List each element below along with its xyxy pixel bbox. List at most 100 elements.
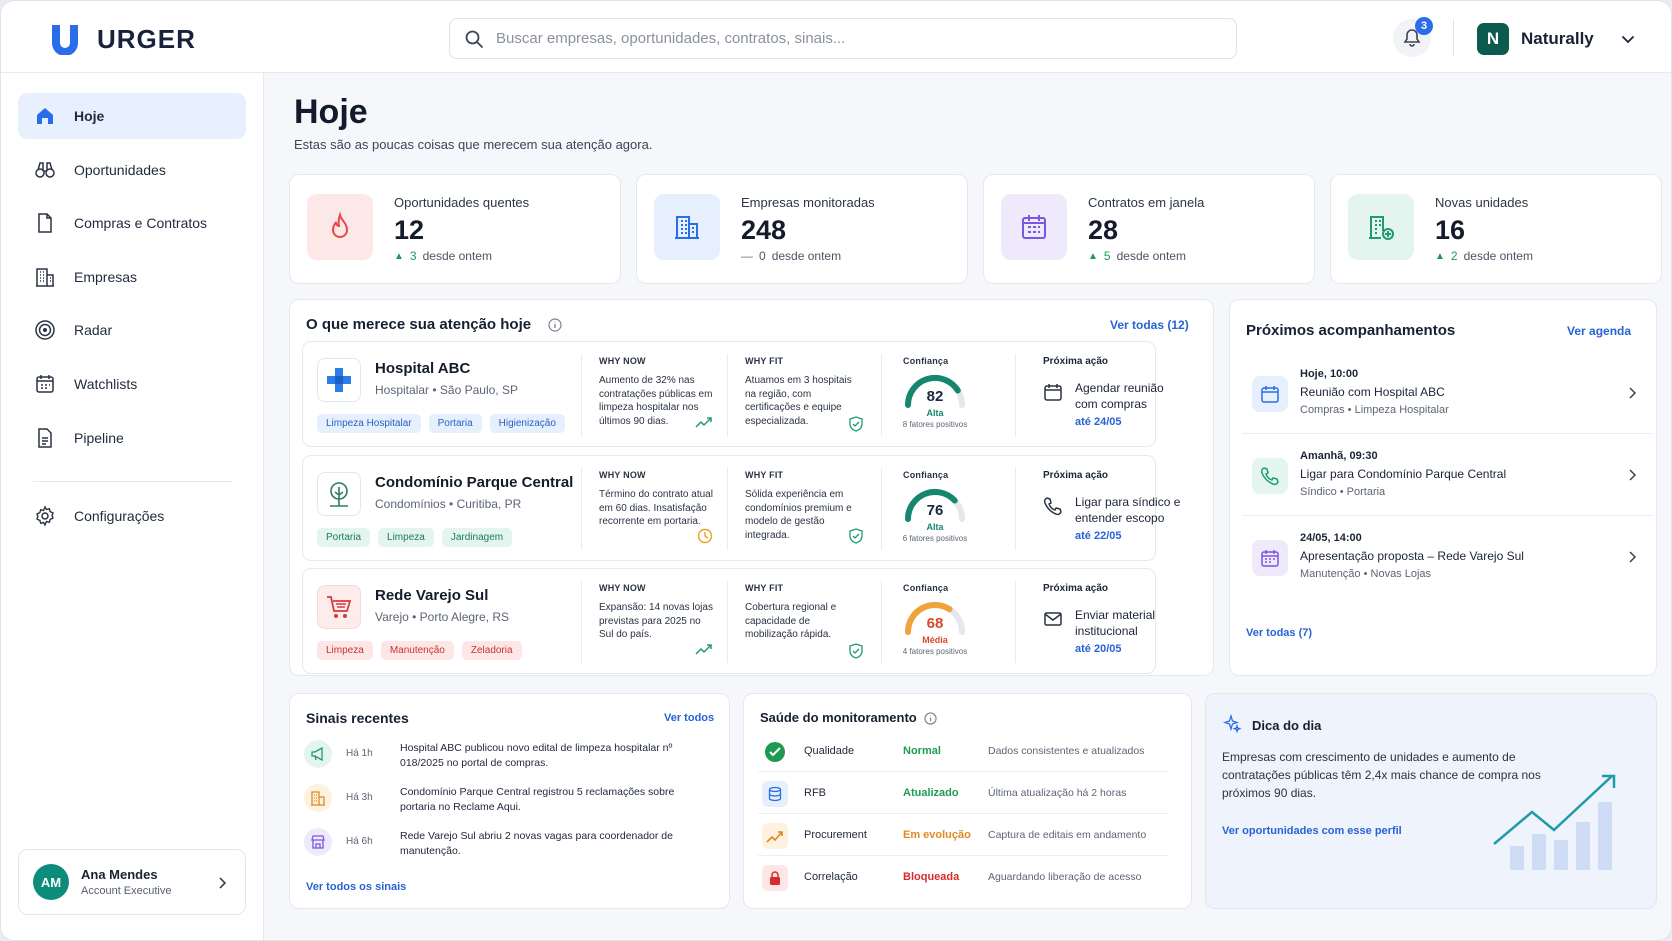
view-all-signals-link[interactable]: Ver todos [664, 712, 715, 724]
trend-up-icon: ▲ [1435, 250, 1445, 262]
confidence-factors: 6 fatores positivos [902, 534, 968, 543]
column-divider [1015, 354, 1016, 436]
signal-item[interactable]: Há 1h Hospital ABC publicou novo edital … [304, 738, 694, 778]
column-divider [581, 468, 582, 550]
signals-title: Sinais recentes [306, 710, 409, 726]
attention-row-rede-varejo[interactable]: Rede Varejo Sul Varejo • Porto Alegre, R… [302, 568, 1156, 674]
sidebar-item-watchlists[interactable]: Watchlists [18, 361, 246, 407]
attention-title: O que merece sua atenção hoje [306, 316, 532, 333]
followup-title: Reunião com Hospital ABC [1300, 385, 1445, 399]
tag: Limpeza [378, 528, 434, 547]
followup-title: Ligar para Condomínio Parque Central [1300, 467, 1507, 481]
followup-item[interactable]: 24/05, 14:00 Apresentação proposta – Red… [1242, 518, 1652, 598]
stat-delta: ▲ 5 desde ontem [1088, 249, 1186, 263]
followup-time: 24/05, 14:00 [1300, 532, 1362, 544]
user-profile-card[interactable]: AM Ana Mendes Account Executive [18, 849, 246, 915]
sidebar-item-configuracoes[interactable]: Configurações [18, 493, 246, 539]
megaphone-icon [304, 740, 332, 768]
company-sector: Condomínios [375, 497, 446, 511]
tag: Higienização [489, 414, 565, 433]
column-divider [881, 468, 882, 550]
company-name[interactable]: Hospital ABC [375, 360, 471, 377]
company-location: Curitiba, PR [456, 497, 522, 511]
calendar-icon [1001, 194, 1067, 260]
company-sector: Hospitalar [375, 383, 430, 397]
tag: Jardinagem [441, 528, 513, 547]
trend-up-icon: ▲ [394, 250, 404, 262]
tag-list: Portaria Limpeza Jardinagem [317, 528, 513, 547]
sidebar-item-compras[interactable]: Compras e Contratos [18, 200, 246, 246]
sidebar-item-oportunidades[interactable]: Oportunidades [18, 147, 246, 193]
account-name: Naturally [1521, 29, 1594, 48]
column-divider [727, 581, 728, 663]
search-bar[interactable] [449, 18, 1237, 59]
next-action-text[interactable]: Agendar reunião com compras [1075, 381, 1164, 411]
stat-label: Oportunidades quentes [394, 195, 530, 210]
stat-card-empresas[interactable]: Empresas monitoradas 248 — 0 desde ontem [636, 174, 968, 284]
account-menu[interactable]: N Naturally [1477, 23, 1636, 55]
sidebar: Hoje Oportunidades Compras e Contratos E… [1, 73, 264, 940]
check-circle-icon [762, 739, 788, 765]
sidebar-item-hoje[interactable]: Hoje [18, 93, 246, 139]
brand-mark-icon [52, 25, 78, 55]
confidence-label: Confiança [903, 356, 949, 366]
view-all-followups-link[interactable]: Ver todas (7) [1246, 627, 1313, 639]
followup-time: Hoje, 10:00 [1300, 368, 1359, 380]
health-name: Procurement [804, 829, 867, 841]
tip-text: Empresas com crescimento de unidades e a… [1222, 750, 1541, 800]
followup-item[interactable]: Hoje, 10:00 Reunião com Hospital ABC Com… [1242, 354, 1652, 434]
fire-icon [307, 194, 373, 260]
stat-delta-value: 5 [1103, 249, 1111, 263]
health-status: Atualizado [903, 787, 959, 799]
trend-up-icon [762, 823, 788, 849]
attention-row-condominio[interactable]: Condomínio Parque Central Condomínios • … [302, 455, 1180, 561]
followup-item[interactable]: Amanhã, 09:30 Ligar para Condomínio Parq… [1242, 436, 1652, 516]
store-icon [304, 828, 332, 856]
chevron-down-icon [1621, 36, 1634, 44]
health-status: Bloqueada [903, 871, 960, 883]
brand-logo[interactable]: URGER [49, 23, 196, 55]
signal-item[interactable]: Há 3h Condomínio Parque Central registro… [304, 782, 694, 822]
home-icon [34, 105, 56, 127]
info-icon[interactable] [924, 712, 937, 725]
view-all-attention-link[interactable]: Ver todas (12) [1110, 318, 1189, 332]
view-all-signals-bottom-link[interactable]: Ver todos os sinais [306, 881, 407, 893]
sparkle-icon [1222, 714, 1242, 734]
mail-icon [1044, 612, 1062, 626]
next-action-text[interactable]: Ligar para síndico e entender escopo [1075, 495, 1181, 525]
calendar-icon [1252, 376, 1288, 412]
stat-delta-text: desde ontem [1116, 249, 1186, 263]
info-icon[interactable] [548, 318, 562, 332]
signal-item[interactable]: Há 6h Rede Varejo Sul abriu 2 novas vaga… [304, 826, 694, 866]
sidebar-divider [33, 481, 233, 482]
sidebar-item-label: Radar [74, 322, 113, 338]
hospital-logo-icon [317, 358, 361, 402]
stat-card-unidades[interactable]: Novas unidades 16 ▲ 2 desde ontem [1330, 174, 1662, 284]
followups-title: Próximos acompanhamentos [1246, 322, 1456, 339]
view-agenda-link[interactable]: Ver agenda [1567, 324, 1632, 338]
stat-delta-value: 2 [1450, 249, 1458, 263]
next-action-date: até 20/05 [1075, 643, 1122, 655]
health-desc: Captura de editais em andamento [988, 829, 1147, 841]
column-divider [881, 581, 882, 663]
sidebar-item-empresas[interactable]: Empresas [18, 254, 246, 300]
column-divider [581, 354, 582, 436]
search-input[interactable] [496, 30, 1236, 47]
sidebar-item-pipeline[interactable]: Pipeline [18, 415, 246, 461]
attention-row-hospital-abc[interactable]: Hospital ABC Hospitalar • São Paulo, SP … [302, 341, 1164, 447]
stat-card-oportunidades[interactable]: Oportunidades quentes 12 ▲ 3 desde ontem [289, 174, 621, 284]
tip-link[interactable]: Ver oportunidades com esse perfil [1222, 825, 1402, 837]
trend-up-icon [695, 417, 712, 428]
company-name[interactable]: Condomínio Parque Central [375, 474, 574, 491]
next-action-text[interactable]: Enviar material institucional [1075, 608, 1156, 638]
tag: Limpeza [317, 641, 373, 660]
building-icon [304, 784, 332, 812]
sidebar-item-radar[interactable]: Radar [18, 307, 246, 353]
stat-delta: ▲ 2 desde ontem [1435, 249, 1533, 263]
stat-card-contratos[interactable]: Contratos em janela 28 ▲ 5 desde ontem [983, 174, 1315, 284]
company-name[interactable]: Rede Varejo Sul [375, 587, 489, 604]
company-location: Porto Alegre, RS [419, 610, 510, 624]
signal-time: Há 1h [346, 748, 373, 759]
notifications-button[interactable]: 3 [1393, 17, 1433, 57]
